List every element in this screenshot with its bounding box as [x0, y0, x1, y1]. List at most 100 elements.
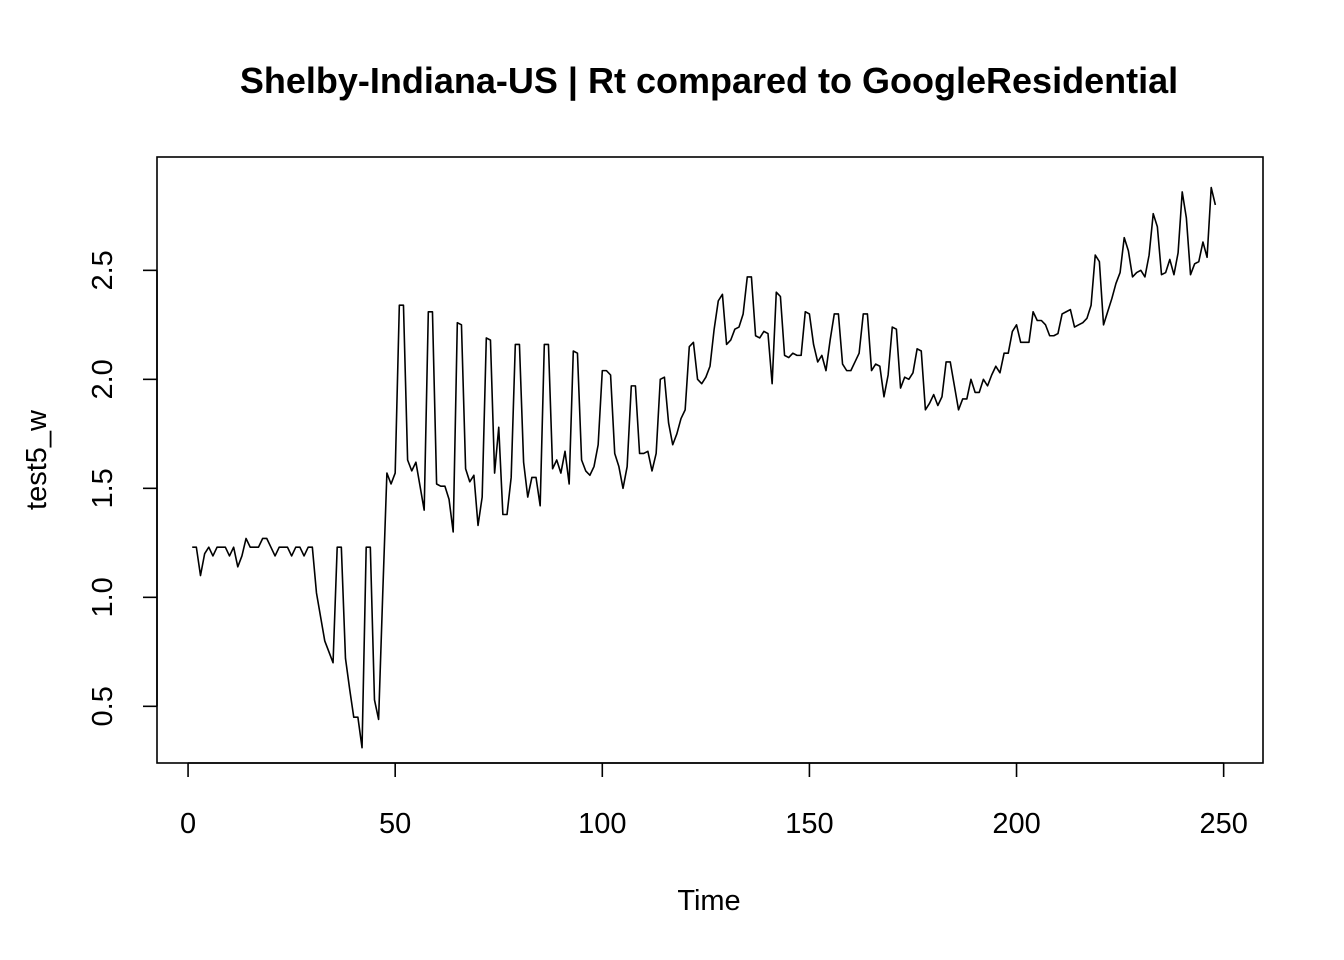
data-point [270, 546, 272, 548]
y-tick-label: 2.0 [87, 359, 119, 399]
data-point [875, 363, 877, 365]
data-point [299, 546, 301, 548]
data-point [1099, 261, 1101, 263]
data-point [1132, 276, 1134, 278]
data-point [1210, 187, 1212, 189]
data-point [452, 531, 454, 533]
data-point [1190, 274, 1192, 276]
data-point [879, 365, 881, 367]
data-point [966, 398, 968, 400]
x-tick-label: 250 [1199, 808, 1247, 840]
data-point [1206, 256, 1208, 258]
data-point [448, 498, 450, 500]
data-point [705, 376, 707, 378]
data-point [258, 546, 260, 548]
data-point [357, 716, 359, 718]
data-point [626, 466, 628, 468]
data-point [693, 341, 695, 343]
data-point [900, 387, 902, 389]
data-point [978, 392, 980, 394]
data-point [345, 658, 347, 660]
data-point [440, 485, 442, 487]
data-point [208, 546, 210, 548]
data-point [974, 392, 976, 394]
data-point [1144, 276, 1146, 278]
data-point [896, 328, 898, 330]
data-point [249, 546, 251, 548]
data-point [1082, 322, 1084, 324]
y-axis: 0.5 1.0 1.5 2.0 2.5 [87, 250, 158, 726]
data-point [867, 313, 869, 315]
data-point [568, 483, 570, 485]
data-point [697, 379, 699, 381]
data-point [622, 488, 624, 490]
y-tick-label: 2.5 [87, 250, 119, 290]
data-point [1186, 217, 1188, 219]
data-point [1177, 252, 1179, 254]
data-point [1152, 213, 1154, 215]
data-point [1123, 237, 1125, 239]
y-tick-label: 0.5 [87, 686, 119, 726]
data-point [577, 352, 579, 354]
data-point [312, 546, 314, 548]
data-point [519, 344, 521, 346]
x-tick-label: 50 [379, 808, 411, 840]
data-point [746, 276, 748, 278]
data-point [597, 444, 599, 446]
y-axis-label: test5_w [21, 409, 53, 510]
data-point [444, 485, 446, 487]
data-point [287, 546, 289, 548]
data-point [428, 311, 430, 313]
data-point [1157, 226, 1159, 228]
data-point [871, 370, 873, 372]
data-point [664, 376, 666, 378]
data-point [1090, 304, 1092, 306]
data-point [316, 592, 318, 594]
data-point [278, 546, 280, 548]
data-point [891, 326, 893, 328]
data-point [564, 450, 566, 452]
data-point [436, 483, 438, 485]
data-point [365, 546, 367, 548]
data-point [999, 372, 1001, 374]
data-point [515, 344, 517, 346]
data-point [970, 379, 972, 381]
data-point [461, 324, 463, 326]
data-point [680, 418, 682, 420]
data-point [473, 474, 475, 476]
data-point [846, 370, 848, 372]
data-point [775, 291, 777, 293]
data-point [1049, 335, 1051, 337]
data-point [382, 592, 384, 594]
data-point [929, 403, 931, 405]
data-point [780, 296, 782, 298]
data-point [933, 394, 935, 396]
data-point [498, 427, 500, 429]
data-point [457, 322, 459, 324]
data-point [494, 472, 496, 474]
data-point [486, 337, 488, 339]
data-point [763, 331, 765, 333]
data-point [788, 357, 790, 359]
data-point [204, 553, 206, 555]
data-point [283, 546, 285, 548]
data-point [651, 470, 653, 472]
data-point [755, 335, 757, 337]
data-point [631, 385, 633, 387]
data-point [854, 361, 856, 363]
data-point [908, 379, 910, 381]
data-point [245, 538, 247, 540]
data-point [920, 350, 922, 352]
data-point [862, 313, 864, 315]
data-point [1165, 272, 1167, 274]
data-point [643, 453, 645, 455]
data-point [361, 747, 363, 749]
data-point [771, 383, 773, 385]
data-point [1128, 250, 1130, 252]
data-point [887, 374, 889, 376]
data-point [353, 716, 355, 718]
data-point [1016, 324, 1018, 326]
data-point [792, 352, 794, 354]
data-point [233, 546, 235, 548]
data-point [1057, 333, 1059, 335]
